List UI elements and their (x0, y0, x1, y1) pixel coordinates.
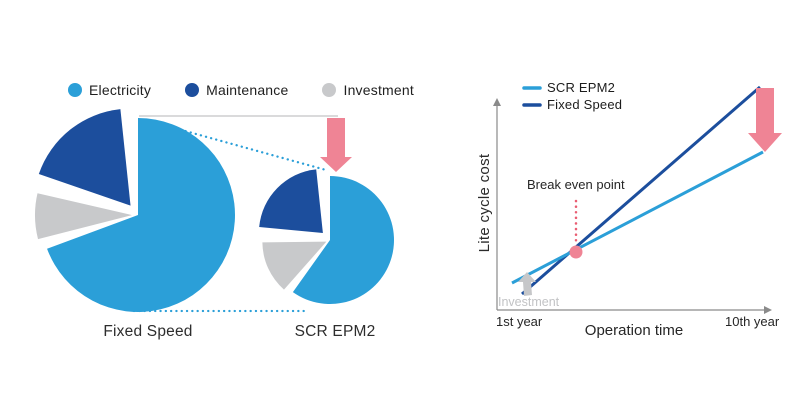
legend-label-electricity: Electricity (89, 82, 152, 98)
x-end-label: 10th year (725, 314, 780, 329)
pie-legend: Electricity Maintenance Investment (68, 82, 414, 98)
investment-annotation: Investment (498, 295, 560, 309)
investment-swatch-icon (322, 83, 337, 97)
x-axis-label: Operation time (584, 322, 684, 339)
pie-slice-electricity (292, 176, 395, 305)
x-start-label: 1st year (496, 314, 543, 329)
pie-slice-investment (262, 241, 327, 290)
pie-slice-investment (35, 193, 133, 240)
breakeven-point-marker (569, 245, 583, 259)
pie-slice-electricity (47, 118, 235, 312)
fixed-speed-line (521, 85, 761, 296)
investment-up-arrow-icon (518, 272, 536, 296)
savings-arrow-icon (748, 88, 782, 152)
line-chart-legend: SCR EPM2 Fixed Speed (547, 80, 622, 114)
pie-slice-maintenance (259, 169, 323, 233)
legend-item-maintenance: Maintenance (185, 82, 288, 98)
maintenance-swatch-icon (185, 83, 200, 97)
electricity-swatch-icon (68, 83, 82, 97)
scr-epm2-line (511, 150, 764, 285)
legend-label-fixed-speed-line: Fixed Speed (547, 97, 623, 112)
legend-item-investment: Investment (322, 82, 414, 98)
pie-fixed-speed (35, 109, 235, 312)
legend-label-maintenance: Maintenance (206, 82, 289, 98)
legend-label-scr-epm2-line: SCR EPM2 (547, 80, 616, 95)
pie-slice-maintenance (38, 109, 131, 206)
legend-label-investment: Investment (343, 82, 414, 98)
connector-dotted-top (158, 122, 328, 172)
y-axis-arrowhead-icon (493, 98, 501, 106)
fixed-speed-pie-label: Fixed Speed (103, 323, 193, 340)
legend-item-electricity: Electricity (68, 82, 151, 98)
pie-scr-epm2 (259, 169, 395, 305)
x-axis-arrowhead-icon (764, 306, 772, 314)
cost-reduction-arrow-icon (320, 118, 352, 172)
y-axis-label: Lite cycle cost (476, 153, 493, 253)
breakeven-label: Break even point (527, 177, 625, 192)
scr-epm2-pie-label: SCR EPM2 (294, 323, 376, 340)
